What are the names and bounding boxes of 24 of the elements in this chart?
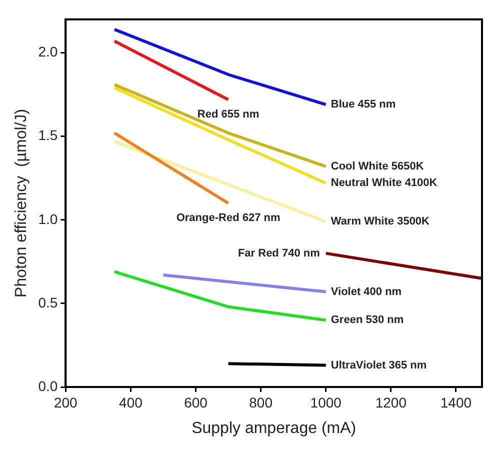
series-label: UltraViolet 365 nm	[330, 359, 427, 372]
series-label: Red 655 nm	[197, 108, 260, 121]
series-label: Green 530 nm	[330, 314, 404, 326]
y-tick-label: 0.5	[38, 294, 58, 310]
series-label: Warm White 3500K	[330, 216, 430, 228]
x-tick-label: 600	[184, 394, 208, 410]
x-tick-label: 200	[54, 394, 78, 410]
series-label: Violet 400 nm	[330, 286, 402, 298]
y-axis-title: Photon efficiency (µmol/J)	[13, 108, 30, 298]
series-label: Cool White 5650K	[330, 160, 424, 172]
x-tick-label: 1400	[440, 394, 472, 410]
series-label: Blue 455 nm	[330, 98, 396, 111]
series-label: Neutral White 4100K	[330, 177, 438, 190]
x-tick-label: 1200	[375, 394, 407, 410]
y-tick-label: 0.0	[38, 378, 58, 394]
y-tick-label: 1.0	[38, 210, 58, 227]
x-tick-label: 800	[249, 394, 273, 410]
x-tick-label: 400	[119, 394, 143, 410]
series-label: Orange-Red 627 nm	[176, 212, 280, 224]
series-label: Far Red 740 nm	[238, 247, 320, 260]
y-tick-label: 2.0	[38, 44, 58, 60]
y-tick-label: 1.5	[38, 127, 58, 144]
x-tick-label: 1000	[310, 394, 342, 410]
x-axis-title: Supply amperage (mA)	[192, 420, 356, 437]
